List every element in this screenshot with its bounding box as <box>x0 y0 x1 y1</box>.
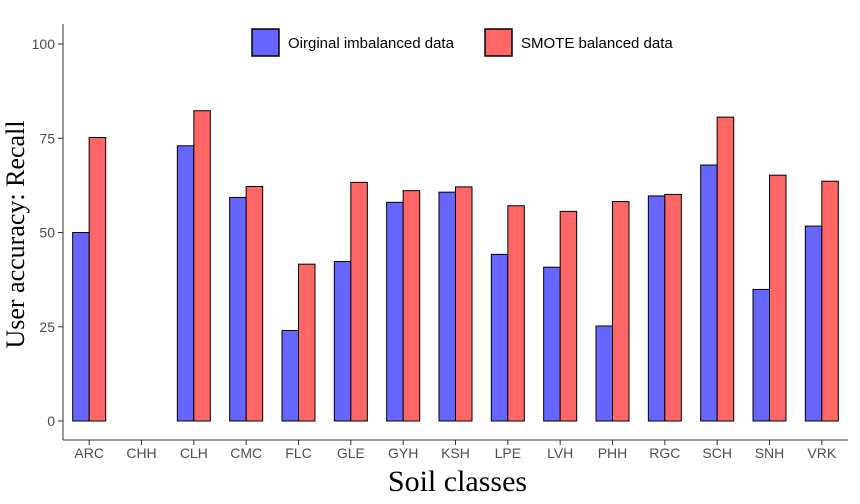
legend-key-smote <box>484 28 513 57</box>
bar-original-arc <box>72 232 90 422</box>
bar-smote-phh <box>612 201 630 422</box>
bar-original-gyh <box>386 201 404 422</box>
y-tick-label: 100 <box>32 36 56 52</box>
y-axis-ticks: 0 25 50 75 100 <box>32 36 63 429</box>
bars <box>72 110 839 422</box>
bar-smote-snh <box>769 174 787 422</box>
x-axis-title: Soil classes <box>388 465 527 498</box>
x-tick-label: KSH <box>441 445 470 461</box>
bar-smote-ksh <box>455 186 473 422</box>
x-tick-label: ARC <box>74 445 104 461</box>
x-tick-label: GLE <box>337 445 365 461</box>
bar-original-sch <box>700 164 718 422</box>
bar-smote-clh <box>193 110 211 422</box>
y-tick-label: 75 <box>39 130 55 146</box>
y-axis-title: User accuracy: Recall <box>1 120 30 348</box>
y-tick-label: 50 <box>39 225 55 241</box>
bar-original-phh <box>595 325 613 422</box>
legend-label-smote: SMOTE balanced data <box>521 35 673 52</box>
x-tick-label: SCH <box>702 445 732 461</box>
bar-original-lpe <box>490 253 509 422</box>
y-tick-label: 0 <box>47 413 55 429</box>
bar-smote-flc <box>298 263 316 422</box>
x-tick-label: VRK <box>807 445 836 461</box>
bar-original-ksh <box>438 191 456 422</box>
bar-original-flc <box>281 330 299 422</box>
x-tick-label: CLH <box>180 445 208 461</box>
bar-smote-sch <box>716 116 735 422</box>
bar-original-cmc <box>229 196 247 422</box>
bar-smote-lpe <box>507 205 525 422</box>
x-tick-label: CHH <box>126 445 156 461</box>
x-tick-label: GYH <box>388 445 418 461</box>
legend-key-original <box>251 28 280 57</box>
x-tick-label: PHH <box>598 445 628 461</box>
x-tick-label: RGC <box>649 445 680 461</box>
legend-label-original: Oirginal imbalanced data <box>288 35 455 52</box>
bar-smote-gyh <box>402 190 421 422</box>
bar-original-gle <box>333 261 352 422</box>
bar-original-snh <box>752 288 770 422</box>
bar-original-lvh <box>543 266 561 422</box>
bar-smote-gle <box>350 181 368 422</box>
bar-smote-rgc <box>664 193 682 422</box>
legend: Oirginal imbalanced data SMOTE balanced d… <box>251 28 673 57</box>
bar-original-rgc <box>647 195 666 422</box>
x-tick-label: LPE <box>495 445 521 461</box>
bar-original-vrk <box>804 225 823 422</box>
bar-smote-cmc <box>245 186 264 422</box>
y-tick-label: 25 <box>39 319 55 335</box>
bar-smote-lvh <box>559 210 578 422</box>
x-tick-label: FLC <box>285 445 311 461</box>
x-axis-ticks: ARC CHH CLH CMC FLC GLE GYH KSH LPE LVH PHH RGC SCH S… <box>74 440 837 461</box>
bar-original-clh <box>176 145 195 422</box>
x-tick-label: LVH <box>547 445 573 461</box>
x-tick-label: SNH <box>755 445 785 461</box>
bar-smote-arc <box>88 136 107 422</box>
bar-smote-vrk <box>821 180 839 422</box>
x-tick-label: CMC <box>230 445 262 461</box>
